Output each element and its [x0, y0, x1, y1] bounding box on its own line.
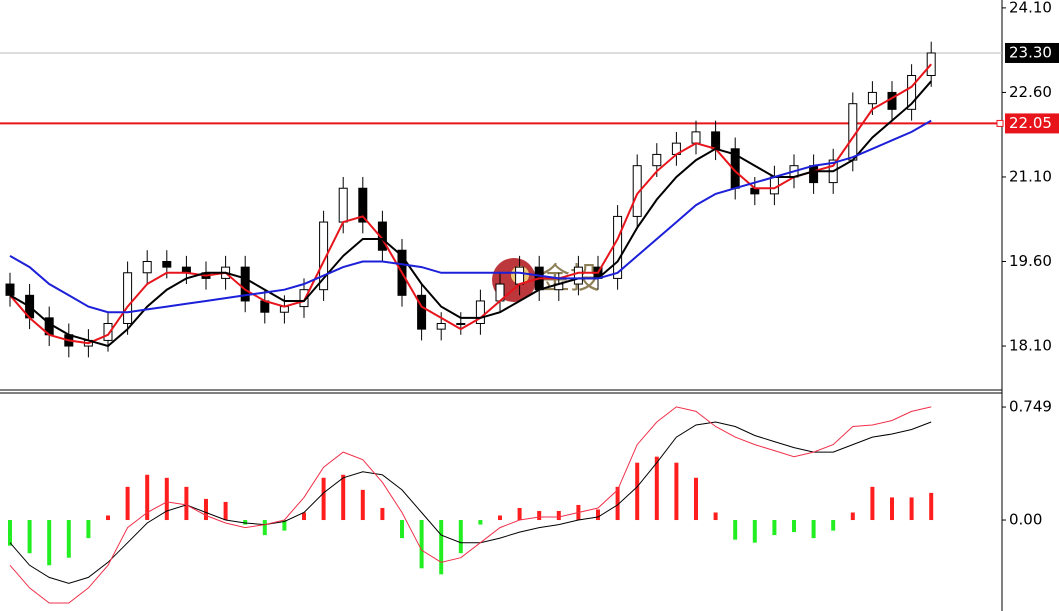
candle-body [887, 91, 897, 110]
histogram-bar [8, 520, 12, 546]
candle-body [240, 266, 250, 302]
candle-body [299, 289, 309, 308]
candle-body [103, 322, 113, 341]
histogram-bar [106, 515, 110, 521]
indicator-line [9, 421, 932, 584]
histogram-bar [164, 477, 169, 521]
candle-body [436, 322, 446, 330]
candle-body [769, 176, 779, 195]
candle-body [456, 322, 466, 325]
y-tick-label: 0.749 [1009, 398, 1052, 416]
y-tick-label: 22.60 [1009, 83, 1052, 101]
level-marker [996, 119, 1004, 127]
histogram-bar [870, 486, 875, 521]
histogram-bar [380, 507, 385, 521]
candle-body [358, 187, 368, 223]
histogram-bar [27, 520, 32, 554]
histogram-bar [811, 520, 816, 539]
histogram-bar [86, 520, 91, 539]
y-tick-label: 24.10 [1009, 0, 1052, 16]
indicator-line [9, 406, 932, 604]
candle-body [377, 221, 387, 251]
histogram-bar [439, 520, 444, 575]
histogram-bar [125, 486, 130, 521]
histogram-bar [713, 512, 718, 521]
histogram-bar [733, 520, 738, 540]
histogram-bar [204, 498, 208, 521]
histogram-bar [360, 489, 365, 521]
histogram-bar [184, 486, 189, 521]
current-price-label: 23.30 [1009, 43, 1052, 61]
histogram-bar [537, 510, 542, 521]
histogram-bar [458, 520, 463, 554]
histogram-bar [262, 520, 267, 536]
histogram-bar [674, 462, 679, 521]
candle-body [5, 283, 15, 296]
histogram-bar [66, 520, 71, 558]
candle-body [515, 266, 525, 285]
histogram-bar [752, 520, 757, 543]
candle-body [691, 131, 701, 144]
candle-body [652, 153, 662, 167]
y-tick-label: 21.10 [1009, 167, 1052, 185]
indicator-line [9, 63, 932, 345]
indicator-line [9, 119, 932, 314]
histogram-bar [223, 501, 228, 521]
level-box [1005, 113, 1059, 134]
histogram-bar [792, 520, 796, 533]
candle-body [142, 261, 152, 274]
histogram-bar [831, 520, 836, 531]
candle-body [417, 294, 427, 330]
histogram-bar [654, 456, 659, 521]
candle-body [632, 165, 642, 217]
histogram-bar [282, 520, 287, 531]
candle-body [162, 261, 172, 268]
histogram-bar [400, 520, 404, 539]
candle-body [573, 266, 583, 285]
candle-body [711, 131, 721, 150]
y-tick-label: 19.60 [1009, 252, 1052, 270]
histogram-bar [615, 486, 620, 521]
histogram-bar [341, 474, 346, 521]
histogram-bar [478, 520, 483, 525]
histogram-bar [596, 509, 600, 521]
histogram-bar [47, 520, 52, 566]
current-price-box [1005, 42, 1059, 63]
candle-body [319, 221, 329, 291]
histogram-bar [243, 520, 248, 525]
histogram-bar [850, 512, 855, 521]
histogram-bar [772, 520, 777, 536]
y-tick-label: 0.00 [1009, 511, 1042, 529]
histogram-bar [556, 510, 561, 521]
candle-body [123, 272, 133, 324]
histogram-bar [929, 492, 934, 521]
candle-body [867, 91, 877, 105]
level-label: 22.05 [1009, 114, 1052, 132]
histogram-bar [145, 474, 150, 521]
y-tick-label: 18.10 [1009, 337, 1052, 355]
histogram-bar [890, 497, 894, 521]
histogram-bar [909, 497, 914, 521]
histogram-bar [498, 515, 502, 521]
histogram-bar [694, 477, 698, 521]
histogram-bar [517, 507, 522, 521]
histogram-bar [419, 520, 424, 569]
candle-body [338, 187, 348, 223]
watermark: 金投 [492, 258, 600, 302]
candle-body [907, 75, 917, 110]
histogram-bar [635, 462, 640, 521]
histogram-bar [302, 512, 306, 521]
histogram-bar [321, 477, 326, 521]
candle-body [809, 165, 819, 184]
candle-body [475, 300, 485, 324]
